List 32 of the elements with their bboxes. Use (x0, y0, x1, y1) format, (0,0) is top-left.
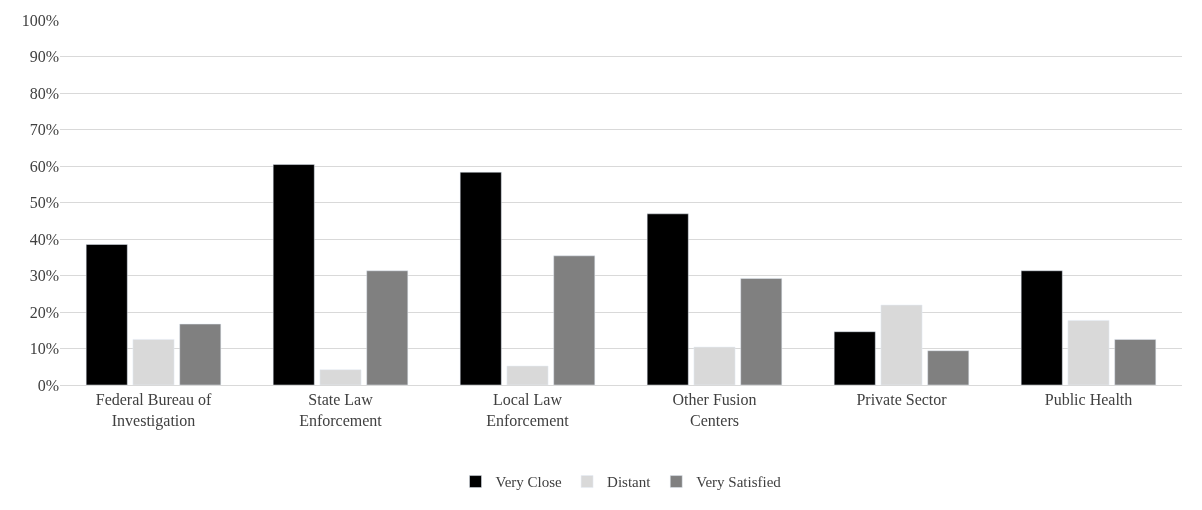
bar (459, 171, 502, 385)
x-tick-label: Local Law Enforcement (486, 391, 570, 429)
y-tick-label: 80% (29, 84, 59, 102)
legend-label: Distant (607, 474, 652, 491)
bar (1020, 270, 1063, 385)
legend-label: Very Close (495, 474, 563, 491)
bar (1114, 339, 1157, 385)
bar (553, 255, 596, 385)
x-tick-label: Other Fusion Centers (672, 391, 757, 429)
bar (646, 213, 689, 385)
x-tick-label: State Law Enforcement (299, 391, 383, 429)
bar (272, 164, 315, 385)
y-tick-label: 10% (29, 340, 59, 358)
bar (179, 323, 222, 385)
y-tick-label: 0% (37, 376, 59, 394)
y-tick-label: 30% (29, 267, 59, 285)
bar (366, 270, 409, 385)
x-tick-label: Public Health (1044, 391, 1133, 409)
x-tick-label: Private Sector (856, 391, 948, 409)
y-tick-label: 50% (29, 194, 59, 212)
y-tick-label: 20% (29, 303, 59, 321)
y-tick-label: 90% (29, 48, 59, 66)
bar (833, 331, 876, 385)
y-tick-label: 100% (21, 11, 59, 29)
y-tick-label: 40% (29, 230, 59, 248)
x-tick-label: Federal Bureau of Investigation (95, 391, 212, 430)
y-tick-label: 60% (29, 157, 59, 175)
bar (927, 350, 970, 385)
bar (740, 278, 783, 385)
y-tick-label: 70% (29, 121, 59, 139)
legend-label: Very Satisfied (696, 474, 782, 491)
bar (85, 244, 128, 385)
